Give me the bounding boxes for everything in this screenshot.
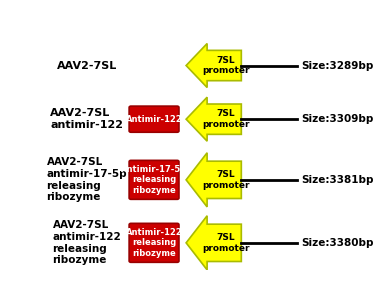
Polygon shape <box>186 153 241 207</box>
Text: Size:3309bp: Size:3309bp <box>302 114 374 124</box>
Text: Size:3289bp: Size:3289bp <box>302 61 374 71</box>
Text: 7SL
promoter: 7SL promoter <box>202 233 249 252</box>
FancyBboxPatch shape <box>129 223 179 262</box>
Text: 7SL
promoter: 7SL promoter <box>202 109 249 129</box>
Polygon shape <box>186 97 241 141</box>
Text: 7SL
promoter: 7SL promoter <box>202 56 249 75</box>
FancyBboxPatch shape <box>129 106 179 132</box>
FancyBboxPatch shape <box>129 160 179 199</box>
Text: Antimir-122
releasing
ribozyme: Antimir-122 releasing ribozyme <box>126 228 182 258</box>
Polygon shape <box>186 44 241 88</box>
Text: Antimir-122: Antimir-122 <box>126 115 182 124</box>
Text: Size:3381bp: Size:3381bp <box>302 175 374 185</box>
Text: Size:3380bp: Size:3380bp <box>302 238 374 248</box>
Text: 7SL
promoter: 7SL promoter <box>202 170 249 190</box>
Text: Antimir-17-5p
releasing
ribozyme: Antimir-17-5p releasing ribozyme <box>121 165 187 195</box>
Text: AAV2-7SL
antimir-122: AAV2-7SL antimir-122 <box>50 108 124 130</box>
Polygon shape <box>186 216 241 270</box>
Text: AAV2-7SL: AAV2-7SL <box>57 61 117 71</box>
Text: AAV2-7SL
antimir-17-5p
releasing
ribozyme: AAV2-7SL antimir-17-5p releasing ribozym… <box>47 158 127 202</box>
Text: AAV2-7SL
antimir-122
releasing
ribozyme: AAV2-7SL antimir-122 releasing ribozyme <box>52 221 121 265</box>
